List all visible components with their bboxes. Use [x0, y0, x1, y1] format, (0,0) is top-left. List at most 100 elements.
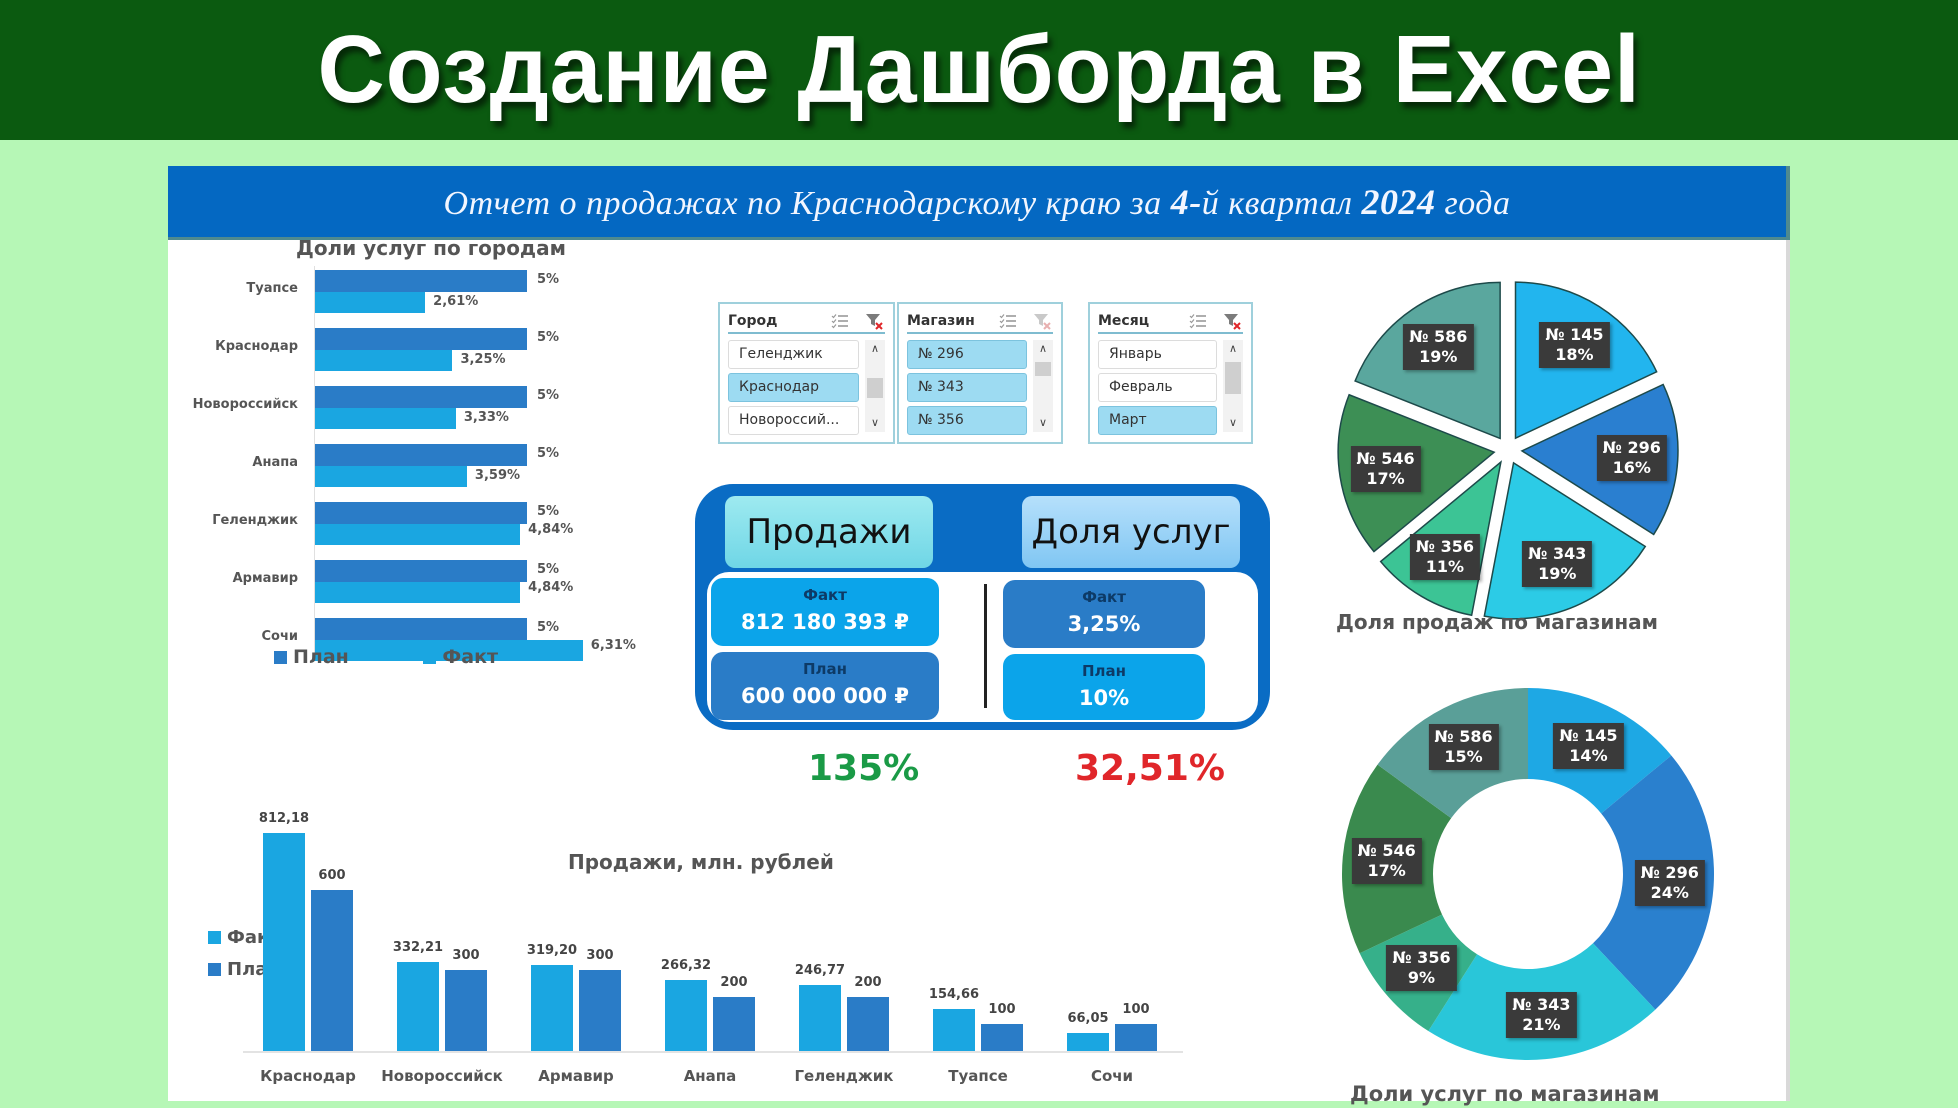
chevron-down-icon[interactable]: ∨ [1228, 416, 1238, 429]
chevron-up-icon[interactable]: ∧ [1038, 342, 1048, 355]
kpi-sales-fact: Факт 812 180 393 ₽ [711, 578, 939, 646]
bar-plan [314, 618, 527, 640]
slicer-item[interactable]: Новороссий... [728, 406, 859, 435]
slicer-item[interactable]: Март [1098, 406, 1217, 435]
slice-value: 19% [1419, 347, 1458, 367]
slicer-scrollbar[interactable]: ∧ ∨ [1223, 340, 1243, 432]
bar-fact-value: 812,18 [258, 811, 310, 826]
multi-select-icon[interactable] [829, 311, 851, 331]
multi-select-icon[interactable] [1187, 311, 1209, 331]
slice-name: № 145 [1545, 325, 1604, 345]
bar-plan [445, 970, 487, 1051]
slice-value: 15% [1444, 747, 1483, 767]
bar-fact-value: 332,21 [392, 939, 444, 955]
slicer-item[interactable]: № 296 [907, 340, 1027, 369]
slicer-month: Месяц Январь Февраль Март ∧ ∨ [1088, 302, 1253, 444]
slicer-item[interactable]: Геленджик [728, 340, 859, 369]
multi-select-icon[interactable] [997, 311, 1019, 331]
slice-name: № 586 [1434, 727, 1493, 747]
slice-label: № 356 11% [1409, 533, 1480, 580]
kpi-services-plan: План 10% [1003, 654, 1205, 720]
slice-label: № 356 9% [1386, 944, 1457, 991]
bar-plan-value: 5% [537, 388, 560, 403]
clear-filter-icon[interactable] [1031, 311, 1053, 331]
slicer-header: Магазин [907, 310, 1053, 334]
chart-services-by-city: Доли услуг по городам Туапсе 5% 2,61% Кра… [168, 226, 688, 916]
chevron-up-icon[interactable]: ∧ [1228, 342, 1238, 355]
bar-plan-value: 300 [586, 948, 614, 964]
category-label: Краснодар [215, 339, 298, 354]
bar-fact-value: 3,25% [460, 352, 506, 367]
bar-plan-value: 5% [537, 272, 560, 287]
legend-swatch-fact [423, 651, 437, 664]
chevron-down-icon[interactable]: ∨ [1038, 416, 1048, 429]
bar-plan-value: 200 [720, 975, 748, 991]
bar-fact-value: 4,84% [528, 522, 574, 537]
bar-row: Новороссийск 5% 3,33% [168, 386, 688, 430]
slicer-scrollbar[interactable]: ∧ ∨ [1033, 340, 1053, 432]
slicer-title: Город [728, 313, 778, 329]
kpi-sales-header: Продажи [725, 496, 933, 568]
category-label: Новороссийск [192, 397, 298, 412]
slicer-header: Месяц [1098, 310, 1243, 334]
legend-label: План [293, 646, 349, 668]
kpi-services-completion: 32,51% [1075, 748, 1225, 789]
bar-plan [314, 386, 527, 408]
bar-fact [314, 466, 467, 487]
legend-item-fact: Факт [423, 646, 498, 668]
slice-value: 16% [1612, 457, 1651, 477]
kpi-label: План [1081, 662, 1127, 680]
bar-fact [314, 640, 583, 661]
slicer-item[interactable]: Краснодар [728, 373, 859, 402]
slicer-item[interactable]: Январь [1098, 340, 1217, 369]
slice-name: № 145 [1559, 725, 1618, 745]
chart-legend: План Факт [274, 646, 498, 668]
slicer-item[interactable]: № 343 [907, 373, 1027, 402]
report-quarter: 4- [1170, 181, 1202, 222]
clear-filter-icon[interactable] [863, 311, 885, 331]
slicer-items: № 296 № 343 № 356 [907, 340, 1027, 436]
bar-fact-value: 3,33% [463, 410, 509, 425]
bar-fact [263, 833, 305, 1051]
slice-name: № 546 [1356, 449, 1415, 469]
slicer-body: Январь Февраль Март ∧ ∨ [1098, 340, 1243, 436]
bar-fact [314, 408, 456, 429]
chevron-down-icon[interactable]: ∨ [870, 416, 880, 429]
scroll-thumb[interactable] [867, 378, 883, 398]
category-label: Геленджик [794, 1067, 894, 1085]
bar-plan-value: 5% [537, 562, 560, 577]
category-label: Армавир [538, 1067, 614, 1085]
clear-filter-icon[interactable] [1221, 311, 1243, 331]
slicer-store: Магазин № 296 № 343 № 356 ∧ ∨ [897, 302, 1063, 444]
kpi-services-fact: Факт 3,25% [1003, 580, 1205, 648]
slice-label: № 586 19% [1403, 324, 1474, 371]
bar-fact-value: 319,20 [526, 943, 578, 959]
legend-label: Факт [442, 646, 498, 668]
slicer-item[interactable]: № 356 [907, 406, 1027, 435]
kpi-value: 10% [1078, 686, 1130, 710]
bar-fact-value: 154,66 [928, 987, 980, 1003]
slicer-item[interactable]: Февраль [1098, 373, 1217, 402]
bar-plan-value: 600 [318, 867, 346, 883]
chevron-up-icon[interactable]: ∧ [870, 342, 880, 355]
kpi-inner: Факт 812 180 393 ₽ План 600 000 000 ₽ Фа… [707, 572, 1258, 722]
chart-title: Доли услуг по магазинам [1350, 1082, 1660, 1106]
report-title-text: Отчет о продажах по Краснодарскому краю … [443, 184, 1171, 222]
report-title-text: й квартал [1201, 184, 1362, 222]
category-label: Сочи [1090, 1067, 1134, 1085]
legend-item-plan: План [274, 646, 349, 668]
bar-fact-value: 266,32 [660, 957, 712, 973]
kpi-label: Факт [803, 586, 847, 604]
slice-value: 19% [1538, 563, 1577, 583]
scroll-thumb[interactable] [1225, 362, 1241, 394]
slice-label: № 343 21% [1506, 992, 1577, 1039]
bar-plan [314, 444, 527, 466]
bar-plan [981, 1024, 1023, 1051]
slice-value: 18% [1555, 345, 1594, 365]
legend-swatch-plan [208, 963, 221, 976]
kpi-sales-completion: 135% [808, 748, 920, 789]
scroll-thumb[interactable] [1035, 362, 1051, 376]
slice-name: № 343 [1512, 995, 1571, 1015]
bar-plan-value: 100 [988, 1002, 1016, 1018]
slicer-scrollbar[interactable]: ∧ ∨ [865, 340, 885, 432]
